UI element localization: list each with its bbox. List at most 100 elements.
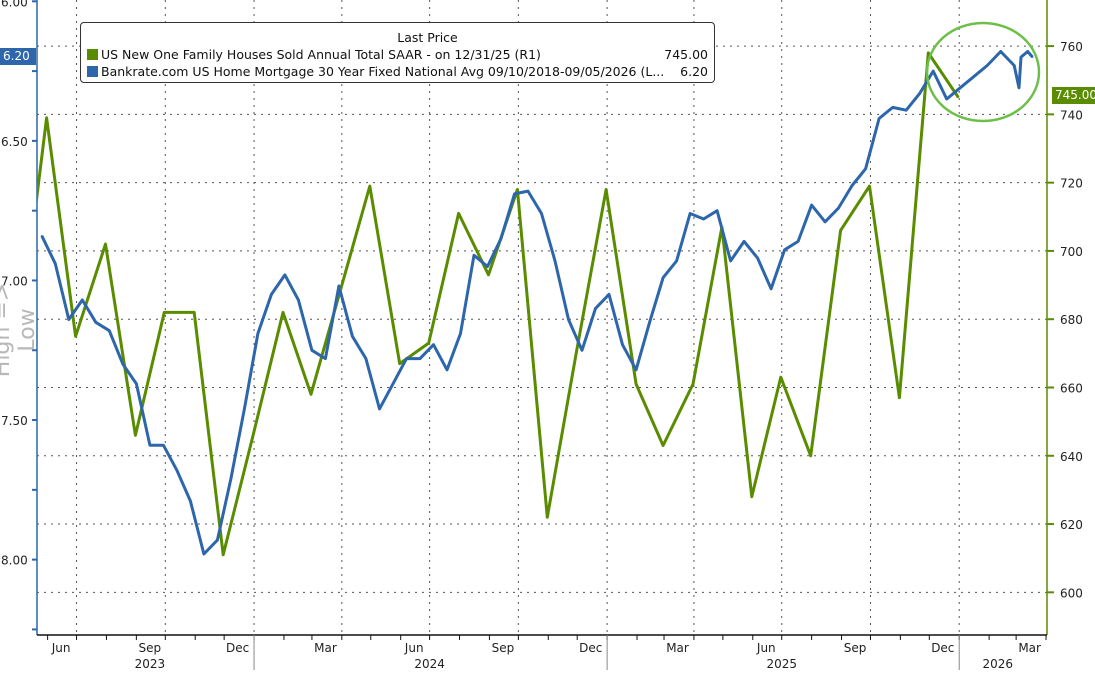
point-new-home-sales	[193, 311, 196, 314]
point-mortgage-rate	[810, 204, 813, 206]
point-mortgage-rate	[243, 408, 246, 410]
point-new-home-sales	[222, 553, 224, 556]
series-points	[41, 50, 1034, 556]
point-mortgage-rate	[986, 64, 988, 67]
point-mortgage-rate	[324, 357, 327, 360]
right-axis-tick-label: 700	[1060, 245, 1083, 259]
left-axis-tick-label: 7.00	[1, 274, 28, 288]
point-mortgage-rate	[851, 184, 853, 187]
point-new-home-sales	[635, 383, 637, 385]
point-mortgage-rate	[716, 209, 718, 212]
point-mortgage-rate	[500, 237, 502, 240]
point-mortgage-rate	[770, 288, 772, 290]
point-new-home-sales	[398, 362, 401, 365]
point-new-home-sales	[310, 393, 312, 396]
point-mortgage-rate	[932, 70, 934, 72]
point-new-home-sales	[779, 376, 782, 379]
point-mortgage-rate	[878, 117, 880, 120]
point-mortgage-rate	[473, 254, 475, 257]
point-new-home-sales	[957, 96, 960, 99]
point-mortgage-rate	[824, 221, 826, 223]
point-mortgage-rate	[797, 240, 799, 243]
point-new-home-sales	[252, 434, 254, 437]
point-mortgage-rate	[95, 321, 97, 324]
point-mortgage-rate	[108, 329, 111, 332]
point-mortgage-rate	[54, 262, 57, 265]
point-new-home-sales	[839, 229, 842, 232]
right-axis-tick-label: 600	[1060, 586, 1083, 600]
point-mortgage-rate	[513, 193, 516, 195]
point-mortgage-rate	[567, 318, 570, 321]
point-mortgage-rate	[230, 477, 232, 480]
x-axis-month-label: Mar	[666, 641, 689, 655]
point-new-home-sales	[868, 185, 871, 187]
point-mortgage-rate	[540, 212, 543, 215]
point-mortgage-rate	[783, 248, 786, 251]
x-axis-month-label: Dec	[931, 641, 954, 655]
last-price-left-label: 6.20	[0, 48, 36, 65]
right-axis-tick-label: 620	[1060, 518, 1083, 532]
point-new-home-sales	[516, 188, 519, 191]
point-mortgage-rate	[122, 363, 124, 366]
point-mortgage-rate	[135, 382, 138, 385]
left-axis-tick-label: 7.50	[1, 414, 28, 428]
point-mortgage-rate	[392, 382, 394, 385]
point-mortgage-rate	[284, 274, 286, 276]
point-mortgage-rate	[378, 408, 381, 410]
point-new-home-sales	[45, 116, 48, 119]
point-mortgage-rate	[176, 469, 178, 472]
point-new-home-sales	[369, 185, 371, 187]
legend-swatch-blue	[87, 66, 98, 77]
point-mortgage-rate	[405, 357, 408, 360]
point-new-home-sales	[575, 352, 578, 355]
point-mortgage-rate	[729, 260, 732, 262]
x-axis-month-label: Mar	[1018, 641, 1041, 655]
point-new-home-sales	[751, 495, 753, 498]
point-new-home-sales	[721, 226, 723, 228]
point-mortgage-rate	[945, 98, 948, 100]
point-mortgage-rate	[257, 332, 259, 335]
point-mortgage-rate	[1020, 56, 1022, 58]
point-mortgage-rate	[486, 265, 489, 268]
point-new-home-sales	[927, 52, 930, 54]
point-new-home-sales	[546, 516, 549, 519]
point-mortgage-rate	[918, 92, 921, 95]
point-mortgage-rate	[702, 218, 705, 220]
point-mortgage-rate	[297, 299, 300, 301]
point-new-home-sales	[898, 396, 901, 399]
series-line-mortgage-rate	[40, 50, 1034, 556]
x-axis-year-label: 2023	[135, 657, 166, 671]
right-axis-tick-label: 680	[1060, 313, 1083, 327]
point-new-home-sales	[809, 454, 812, 457]
legend-entry-home-sales: US New One Family Houses Sold Annual Tot…	[81, 46, 714, 63]
point-mortgage-rate	[446, 368, 448, 371]
point-mortgage-rate	[81, 299, 84, 301]
x-axis-month-label: Jun	[51, 641, 71, 655]
point-mortgage-rate	[270, 293, 273, 296]
point-mortgage-rate	[527, 190, 529, 192]
x-axis-year-label: 2024	[414, 657, 445, 671]
x-axis-month-label: Sep	[844, 641, 867, 655]
right-axis-tick-label: 720	[1060, 177, 1083, 191]
point-mortgage-rate	[648, 321, 651, 324]
left-axis-tick-label: 6.00	[1, 0, 28, 9]
point-mortgage-rate	[432, 343, 435, 346]
legend-value: 6.20	[680, 64, 708, 79]
left-axis-tick-label: 8.00	[1, 554, 28, 568]
legend-label: US New One Family Houses Sold Annual Tot…	[101, 47, 541, 62]
x-axis-month-label: Sep	[139, 641, 162, 655]
right-axis-tick-label: 640	[1060, 450, 1083, 464]
point-new-home-sales	[282, 311, 284, 314]
point-mortgage-rate	[608, 293, 610, 296]
point-new-home-sales	[487, 274, 490, 276]
x-axis-month-label: Jun	[756, 641, 776, 655]
right-axis-tick-label: 740	[1060, 108, 1083, 122]
point-new-home-sales	[104, 243, 107, 245]
point-mortgage-rate	[189, 500, 192, 502]
point-mortgage-rate	[41, 234, 43, 237]
point-mortgage-rate	[581, 349, 583, 352]
point-mortgage-rate	[864, 167, 867, 170]
point-new-home-sales	[134, 434, 137, 437]
x-axis-month-label: Dec	[579, 641, 602, 655]
